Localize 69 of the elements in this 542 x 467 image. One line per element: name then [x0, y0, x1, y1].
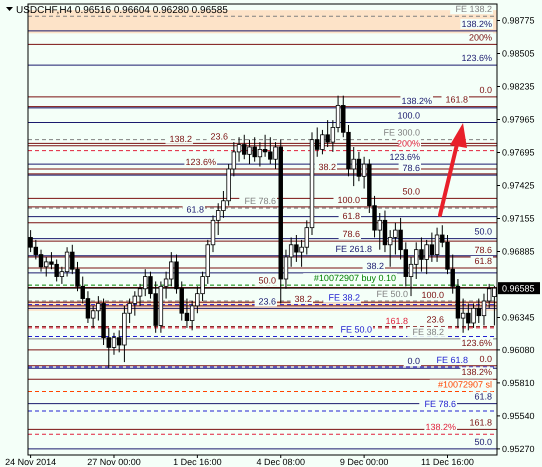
- annotation: 0.0: [407, 356, 420, 366]
- annotation: 0.0: [479, 354, 492, 364]
- y-tick-label: 0.95540: [502, 411, 535, 422]
- annotation: 50.0: [474, 226, 492, 237]
- annotation: 100.0: [337, 194, 360, 205]
- annotation: 161.8: [445, 94, 468, 105]
- y-tick-label: 0.97695: [502, 148, 535, 158]
- x-tick-label: 4 Dec 08:00: [256, 457, 306, 467]
- y-tick-label: 0.95270: [502, 444, 535, 454]
- annotation: 123.6%: [389, 152, 420, 162]
- x-tick-label: 24 Nov 2014: [5, 457, 56, 467]
- annotation: FE 78.6: [424, 399, 456, 409]
- annotation: 123.6%: [461, 53, 492, 64]
- annotation: FE 50.0: [340, 324, 372, 334]
- x-tick-label: 9 Dec 00:00: [340, 457, 388, 467]
- annotation: 50.0: [258, 276, 276, 286]
- annotation: 0.0: [479, 84, 492, 95]
- annotation: 123.6%: [185, 157, 216, 167]
- annotation: 38.2: [318, 162, 336, 172]
- annotation: 161.8: [469, 417, 492, 428]
- annotation: 138.2%: [461, 18, 492, 29]
- annotation: 61.8: [186, 204, 204, 215]
- annotation: 78.6: [342, 229, 360, 240]
- annotation: 61.8: [474, 256, 492, 266]
- annotation: FE 78.6: [244, 196, 276, 206]
- annotation: 200%: [468, 32, 492, 42]
- y-tick-label: 0.98235: [502, 82, 535, 92]
- x-tick-label: 27 Nov 00:00: [87, 457, 141, 467]
- annotation: 23.6: [426, 314, 444, 325]
- annotation: FE 38.2: [412, 326, 444, 337]
- annotation: 61.8: [474, 392, 492, 402]
- y-tick-label: 0.98775: [502, 16, 535, 26]
- annotation: 100.0: [421, 290, 444, 300]
- y-tick-label: 0.97965: [502, 114, 535, 125]
- ref-line-label: 0.96585: [502, 283, 535, 294]
- annotation: 138.2: [169, 134, 192, 144]
- annotation: 50.0: [474, 436, 492, 447]
- y-tick-label: 0.96345: [502, 312, 535, 323]
- annotation: 23.6: [258, 296, 276, 306]
- annotation: 138.2%: [401, 96, 432, 106]
- x-tick-label: 1 Dec 16:00: [173, 457, 222, 467]
- annotation: FE 138.2: [455, 4, 492, 14]
- annotation: 78.6: [402, 163, 420, 174]
- y-tick-label: 0.96885: [502, 246, 535, 257]
- annotation: 138.2%: [461, 367, 492, 378]
- annotation: 50.0: [402, 186, 420, 196]
- x-tick-label: 11 Dec 16:00: [421, 457, 474, 467]
- annotation: 161.8: [385, 316, 408, 326]
- annotation: 23.6: [210, 131, 228, 142]
- y-tick-label: 0.97425: [502, 180, 535, 191]
- annotation: 78.6: [474, 245, 492, 255]
- annotation: FE 38.2: [328, 292, 360, 303]
- annotation: 61.8: [342, 210, 360, 221]
- annotation: FE 261.8: [335, 244, 372, 254]
- y-tick-label: 0.95810: [502, 378, 535, 388]
- annotation: 38.2: [366, 260, 384, 271]
- annotation: 123.6%: [461, 338, 492, 348]
- annotation: 200%: [396, 138, 420, 149]
- y-tick-label: 0.98505: [502, 48, 535, 59]
- annotation: #10072907 sl: [438, 379, 492, 390]
- annotation: #10072907 buy 0.10: [314, 273, 396, 284]
- y-tick-label: 0.97155: [502, 214, 535, 224]
- annotation: FE 300.0: [383, 128, 420, 138]
- annotation: FE 61.8: [436, 355, 468, 365]
- annotation: 138.2%: [425, 422, 456, 432]
- y-tick-label: 0.96080: [502, 345, 535, 356]
- annotation: 38.2: [294, 294, 312, 304]
- annotation: 100.0: [397, 110, 420, 121]
- annotation: FE 50.0: [376, 289, 408, 299]
